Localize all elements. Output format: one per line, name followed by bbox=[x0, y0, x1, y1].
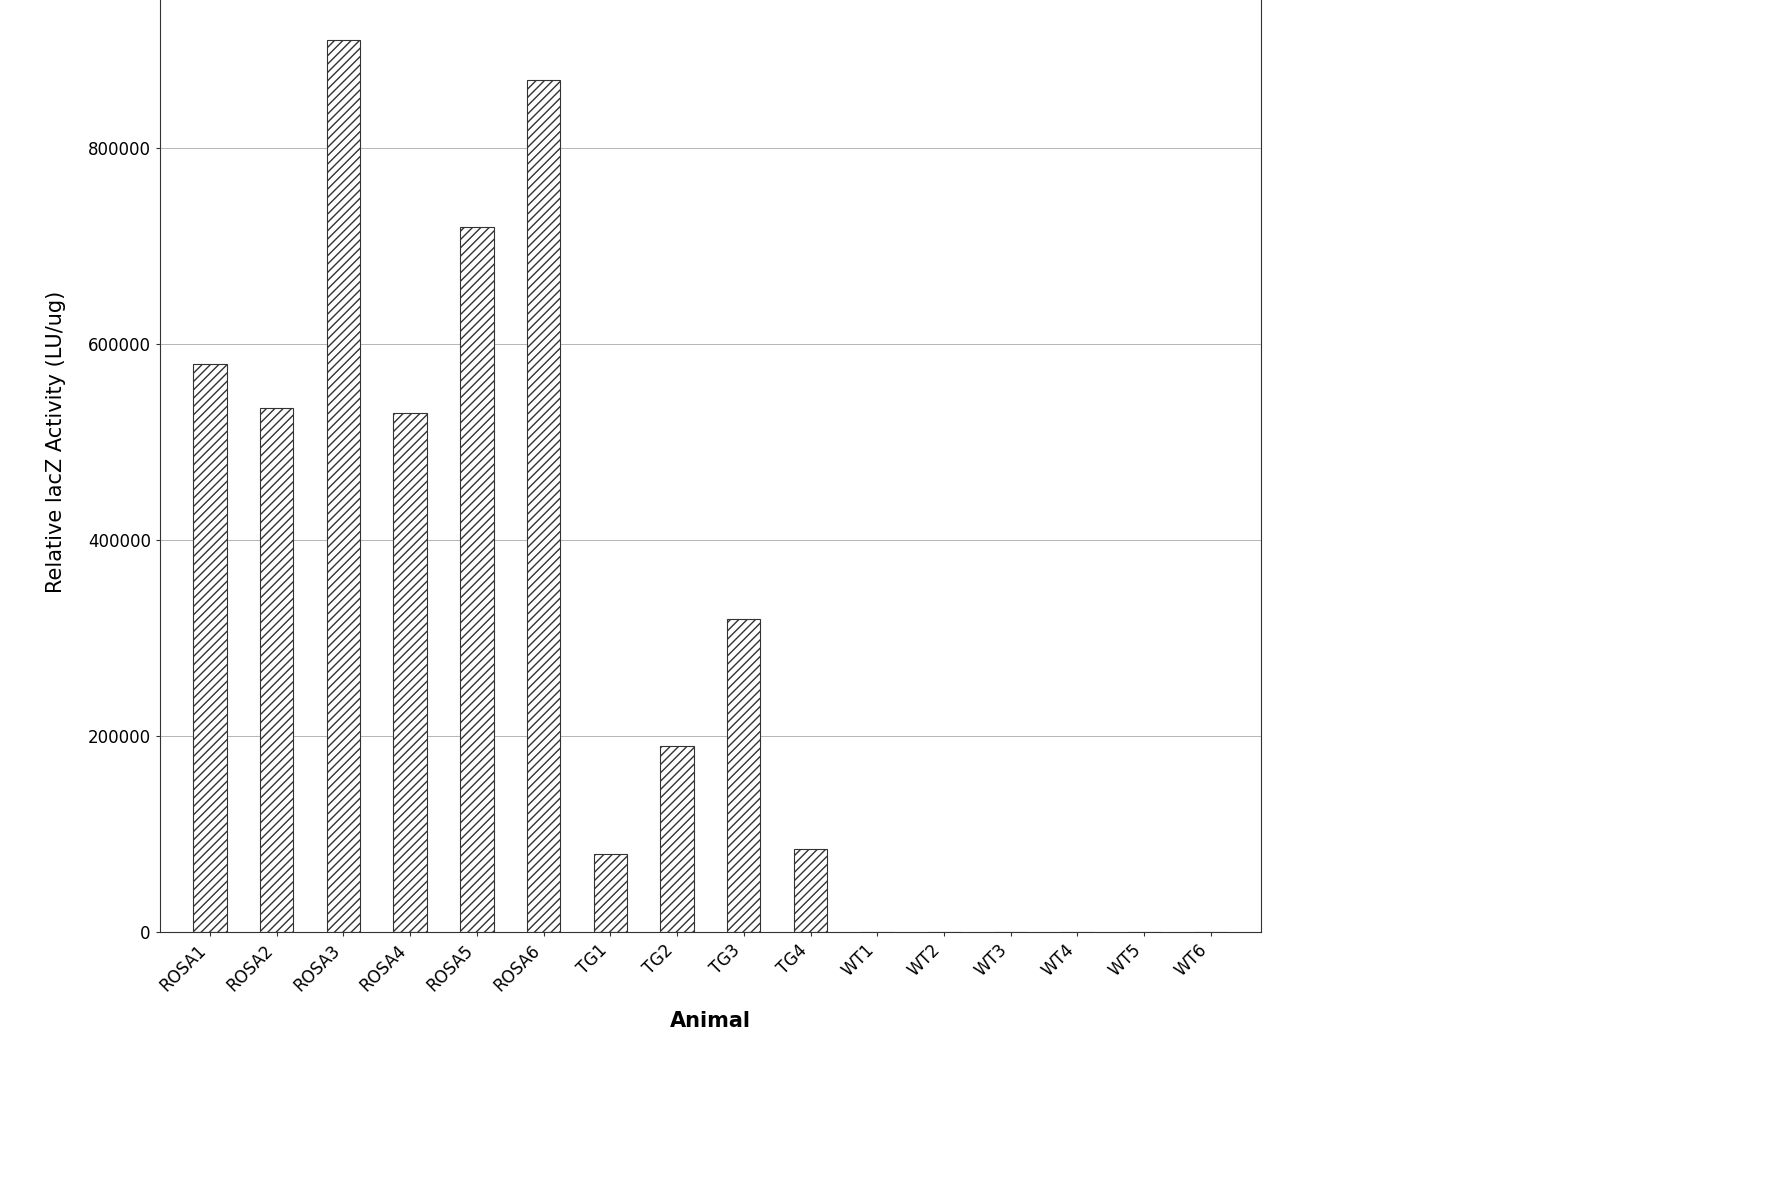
Bar bbox=[394, 412, 426, 932]
Bar bbox=[327, 41, 361, 932]
Bar bbox=[593, 853, 627, 932]
Bar bbox=[194, 363, 227, 932]
X-axis label: Animal: Animal bbox=[670, 1011, 751, 1031]
Bar bbox=[527, 80, 559, 932]
Bar bbox=[661, 746, 694, 932]
Bar bbox=[259, 407, 293, 932]
Bar bbox=[794, 848, 828, 932]
Y-axis label: Relative lacZ Activity (LU/ug): Relative lacZ Activity (LU/ug) bbox=[46, 292, 66, 593]
Bar bbox=[460, 227, 494, 932]
Bar bbox=[726, 619, 760, 932]
